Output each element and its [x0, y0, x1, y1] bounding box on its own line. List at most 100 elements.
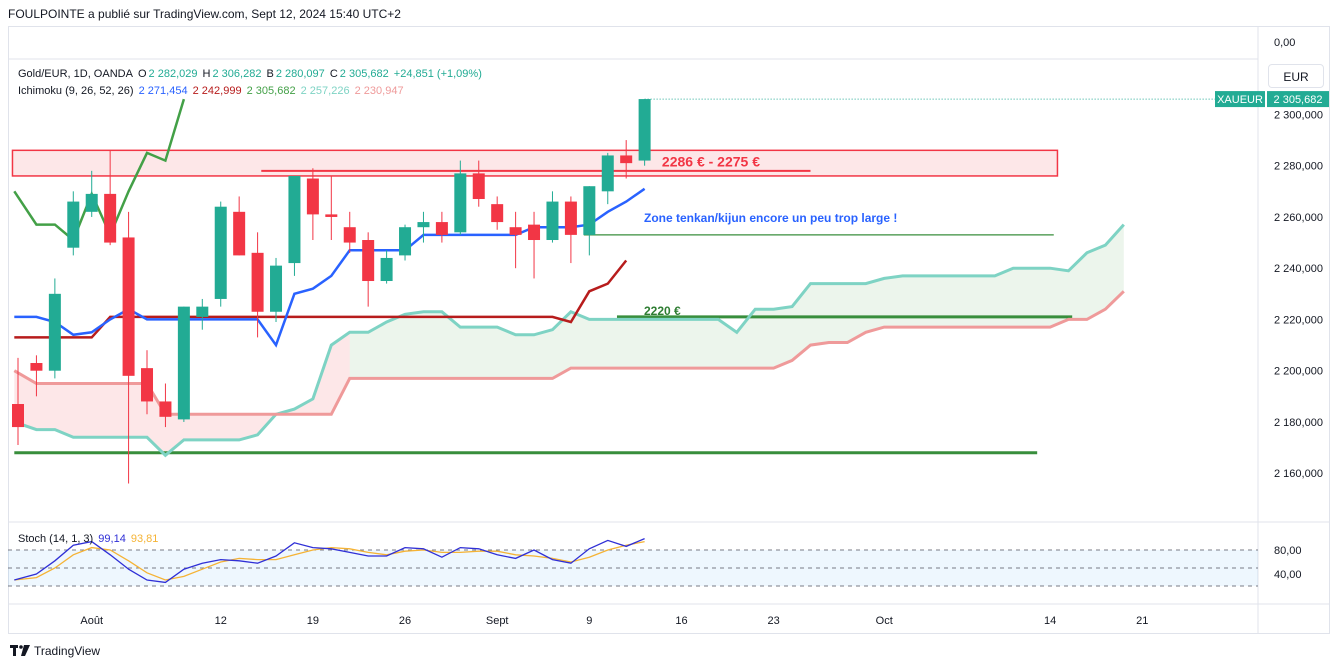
span-a-line	[13, 223, 1125, 458]
ichimoku-chikou-value: 2 305,682	[246, 85, 296, 97]
candle-body	[399, 227, 412, 256]
low-value: 2 280,097	[275, 68, 325, 80]
ichimoku-span-b-value: 2 230,947	[354, 85, 404, 97]
candle-body	[214, 206, 227, 299]
candle-body	[122, 237, 135, 376]
high-label: H	[202, 68, 211, 80]
candle-body	[638, 99, 651, 161]
candle-body	[472, 173, 485, 200]
ichimoku-span-a-value: 2 257,226	[300, 85, 350, 97]
ichimoku-kijun-value: 2 242,999	[192, 85, 242, 97]
high-value: 2 306,282	[212, 68, 262, 80]
y-tick-label: 2 220,000	[1274, 314, 1323, 326]
ichimoku-label: Ichimoku (9, 26, 52, 26)	[18, 85, 134, 97]
candle-body	[491, 204, 504, 223]
stoch-d-line	[14, 540, 645, 581]
x-tick-label: Sept	[486, 615, 509, 627]
kumo-bullish-fill	[349, 224, 1124, 379]
candle-body	[177, 306, 190, 420]
footer-brand: TradingView	[34, 644, 101, 658]
candle-body	[141, 368, 154, 402]
candle-body	[380, 257, 393, 282]
candle-body	[288, 175, 301, 264]
candle-body	[30, 363, 43, 371]
candle-body	[601, 155, 614, 192]
span-b-line	[13, 290, 1125, 416]
resistance-zone	[11, 149, 1059, 177]
x-tick-label: Oct	[876, 615, 893, 627]
price-tag-value: 2 305,682	[1274, 94, 1323, 106]
candle-body	[12, 404, 24, 428]
y-tick-label: 2 260,000	[1274, 212, 1323, 224]
open-label: O	[137, 68, 147, 80]
y-tick-label: 2 180,000	[1274, 417, 1323, 429]
candle-body	[85, 193, 98, 212]
price-tag-value-bg	[1267, 91, 1329, 108]
candle-body	[104, 193, 117, 243]
x-tick-label: 26	[399, 615, 411, 627]
candle-body	[251, 252, 264, 312]
currency-button[interactable]: EUR	[1268, 64, 1324, 88]
candle-body	[417, 222, 430, 228]
annotation-tenkan-kijun: Zone tenkan/kijun encore un peu trop lar…	[644, 211, 897, 225]
x-tick-label: 16	[675, 615, 687, 627]
candle-body	[564, 201, 577, 235]
x-tick-label: 21	[1136, 615, 1148, 627]
close-value: 2 305,682	[339, 68, 389, 80]
y-tick-label: 2 300,000	[1274, 109, 1323, 121]
candle-body	[196, 306, 209, 317]
candle-body	[546, 201, 559, 241]
candle-body	[343, 227, 356, 243]
candle-body	[306, 178, 319, 215]
y-tick-label: 2 240,000	[1274, 263, 1323, 275]
y-tick-label: 2 280,000	[1274, 161, 1323, 173]
candle-body	[620, 155, 633, 164]
kijun-line	[14, 259, 628, 339]
x-tick-label: 9	[586, 615, 592, 627]
y-tick-label: 2 200,000	[1274, 366, 1323, 378]
stoch-label: Stoch (14, 1, 3)	[18, 533, 94, 545]
ichimoku-legend: Ichimoku (9, 26, 52, 26) 2 271,454 2 242…	[18, 85, 406, 97]
candle-body	[270, 265, 283, 312]
candle-body	[67, 201, 80, 248]
candle-body	[509, 227, 522, 235]
candle-body	[159, 401, 172, 417]
candle-body	[48, 293, 61, 371]
stoch-tick-label: 80,00	[1274, 545, 1302, 557]
candle-body	[454, 173, 467, 233]
stoch-k-value: 99,14	[98, 533, 126, 545]
x-tick-label: 12	[215, 615, 227, 627]
open-value: 2 282,029	[148, 68, 198, 80]
stoch-legend: Stoch (14, 1, 3) 99,14 93,81	[18, 533, 160, 545]
candle-body	[325, 214, 338, 217]
candle-body	[362, 240, 375, 282]
ichimoku-tenkan-value: 2 271,454	[138, 85, 188, 97]
footer: TradingView	[10, 644, 100, 658]
stoch-tick-label: 40,00	[1274, 569, 1302, 581]
x-tick-label: Août	[80, 615, 103, 627]
price-tag-symbol-bg	[1215, 91, 1265, 108]
x-tick-label: 23	[768, 615, 780, 627]
publish-info: FOULPOINTE a publié sur TradingView.com,…	[8, 7, 401, 21]
close-label: C	[329, 68, 338, 80]
price-tag-symbol: XAUEUR	[1217, 94, 1263, 106]
stoch-k-line	[14, 538, 645, 584]
chikou-line	[13, 98, 186, 243]
annotation-2220: 2220 €	[644, 304, 681, 318]
chart-frame	[8, 26, 1330, 634]
y-tick-label: 2 160,000	[1274, 468, 1323, 480]
tenkan-line	[14, 187, 646, 348]
x-tick-label: 14	[1044, 615, 1056, 627]
x-tick-label: 19	[307, 615, 319, 627]
y-tick-label: 0,00	[1274, 37, 1295, 49]
tradingview-logo-icon	[10, 645, 30, 656]
change-value: +24,851 (+1,09%)	[393, 68, 482, 80]
low-label: B	[266, 68, 274, 80]
zone-label: 2286 € - 2275 €	[662, 153, 760, 169]
candle-body	[528, 224, 541, 241]
candle-body	[233, 211, 246, 256]
symbol-label: Gold/EUR, 1D, OANDA	[18, 68, 133, 80]
stoch-d-value: 93,81	[130, 533, 159, 545]
